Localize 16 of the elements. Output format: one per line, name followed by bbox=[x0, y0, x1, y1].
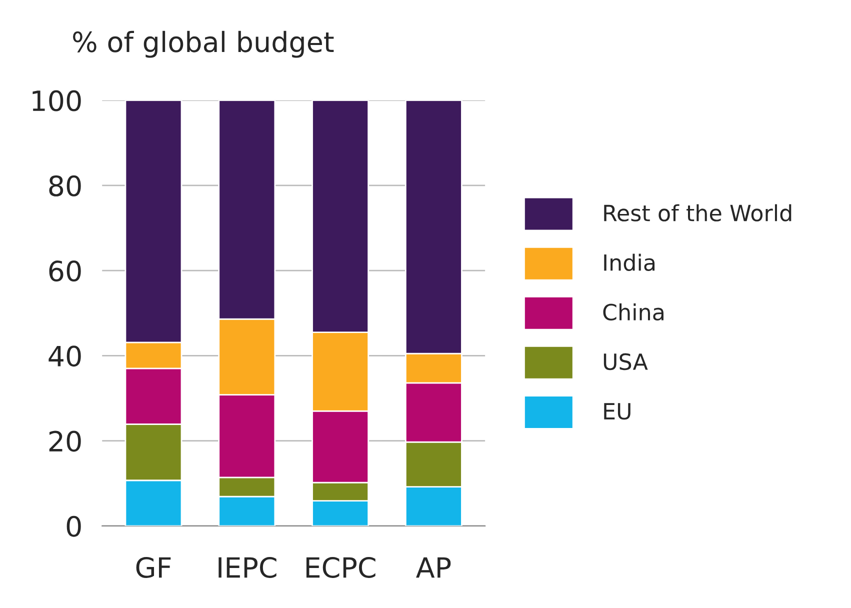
legend-label: EU bbox=[604, 403, 630, 420]
y-tick-label: 40 bbox=[48, 346, 81, 367]
x-tick-label: AP bbox=[416, 557, 451, 578]
x-tick-label: GF bbox=[136, 556, 171, 578]
y-tick-label: 60 bbox=[49, 260, 81, 282]
y-axis-title: % of global budget bbox=[73, 30, 334, 58]
legend-label: USA bbox=[604, 353, 648, 370]
legend-label: China bbox=[603, 303, 664, 321]
legend-label: Rest of the World bbox=[604, 204, 792, 222]
x-tick-label: IEPC bbox=[218, 556, 276, 578]
legend-label: India bbox=[604, 254, 655, 271]
y-tick-label: 0 bbox=[66, 516, 81, 537]
y-tick-label: 100 bbox=[32, 90, 81, 112]
y-tick-label: 80 bbox=[49, 175, 81, 196]
x-tick-label: ECPC bbox=[306, 556, 376, 578]
y-tick-label: 20 bbox=[49, 430, 81, 452]
